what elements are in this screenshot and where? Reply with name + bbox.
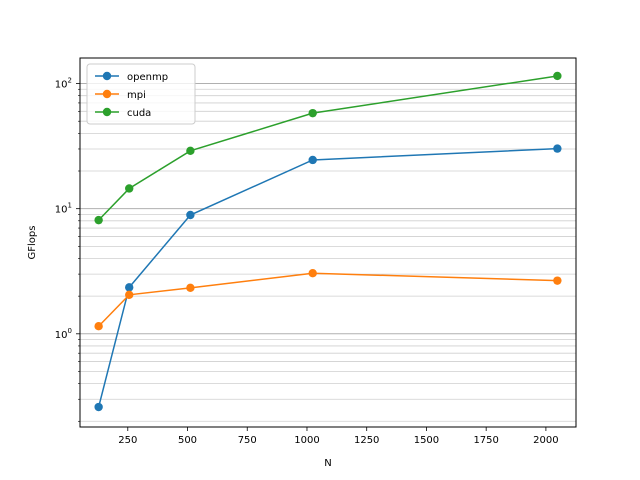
data-point-openmp [186,210,195,220]
legend-marker-cuda [102,107,112,117]
series-openmp [94,144,562,412]
data-point-cuda [553,71,562,81]
y-tick-base: 10 [55,205,68,216]
legend-label-cuda: cuda [127,108,151,119]
y-tick-label: 101 [55,202,72,216]
x-tick-label: 1750 [473,435,498,446]
legend-box [86,63,196,125]
data-point-mpi [125,290,134,299]
data-point-cuda [94,215,103,225]
data-point-openmp [553,144,562,153]
plot-frame [79,57,577,428]
x-tick-label: 500 [178,435,197,446]
data-point-cuda [308,108,317,118]
x-tick-label: 750 [238,435,257,446]
legend-label-openmp: openmp [127,72,168,83]
y-axis-label: GFlops [27,226,38,260]
x-tick-label: 1500 [414,435,439,446]
legend: openmp mpi cuda [86,63,196,125]
data-point-cuda [125,184,134,193]
y-tick-exponent: 0 [68,327,72,335]
data-point-mpi [308,269,317,278]
legend-marker-mpi [102,89,112,99]
legend-marker-openmp [102,71,112,81]
y-tick-base: 10 [55,330,68,341]
x-tick-label: 1000 [294,435,319,446]
data-point-cuda [186,146,195,156]
legend-label-mpi: mpi [127,90,146,101]
data-point-openmp [308,155,317,165]
data-point-openmp [125,283,134,292]
x-tick-label: 1250 [354,435,379,446]
data-point-openmp [94,402,103,412]
x-tick-label: 250 [118,435,137,446]
x-tick-label: 2000 [533,435,558,446]
y-tick-exponent: 2 [68,77,72,85]
series-cuda [94,71,562,225]
data-point-mpi [186,283,195,293]
x-axis-label: N [324,458,331,469]
series-layer [94,71,562,412]
y-tick-label: 100 [55,327,72,341]
data-point-mpi [94,322,103,331]
y-tick-exponent: 1 [68,202,72,210]
series-mpi [94,269,562,331]
y-tick-base: 10 [55,80,68,91]
y-tick-label: 102 [55,77,72,91]
data-point-mpi [553,276,562,285]
